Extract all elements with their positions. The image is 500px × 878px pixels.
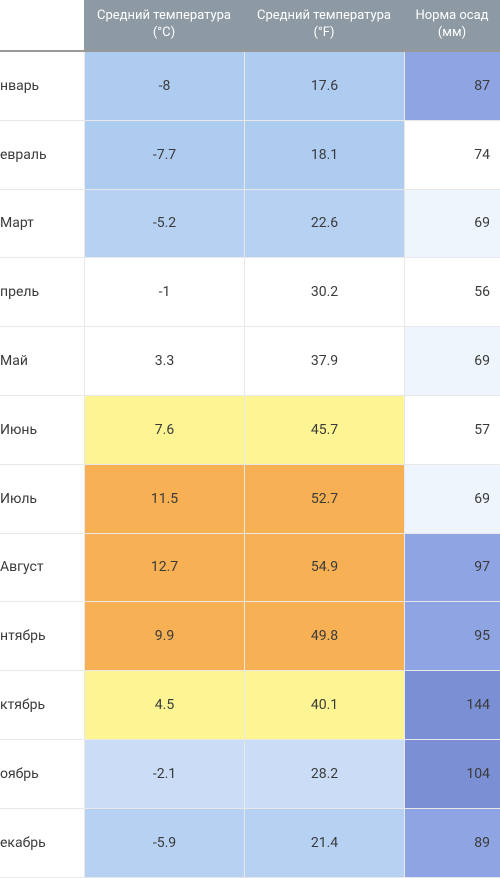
month-cell: Июль (0, 465, 84, 534)
month-cell: нтябрь (0, 602, 84, 671)
temp-c-cell: -2.1 (84, 740, 244, 809)
table-row: Март-5.222.669 (0, 190, 500, 259)
temp-f-cell: 18.1 (244, 121, 404, 190)
precip-cell: 97 (404, 534, 500, 603)
temp-c-cell: 7.6 (84, 396, 244, 465)
month-cell: оябрь (0, 740, 84, 809)
temp-c-cell: -5.2 (84, 190, 244, 259)
month-cell: евраль (0, 121, 84, 190)
table-row: екабрь-5.921.489 (0, 809, 500, 878)
temp-c-cell: -1 (84, 258, 244, 327)
temp-c-cell: 3.3 (84, 327, 244, 396)
month-cell: Май (0, 327, 84, 396)
precip-cell: 69 (404, 327, 500, 396)
temp-f-cell: 52.7 (244, 465, 404, 534)
precip-cell: 74 (404, 121, 500, 190)
precip-cell: 95 (404, 602, 500, 671)
header-precip: Норма осад (мм) (404, 0, 500, 52)
temp-c-cell: 4.5 (84, 671, 244, 740)
temp-f-cell: 22.6 (244, 190, 404, 259)
table-row: ктябрь4.540.1144 (0, 671, 500, 740)
precip-cell: 57 (404, 396, 500, 465)
precip-cell: 89 (404, 809, 500, 878)
temp-c-cell: -8 (84, 52, 244, 121)
table-body: нварь-817.687евраль-7.718.174Март-5.222.… (0, 52, 500, 878)
precip-cell: 69 (404, 190, 500, 259)
temp-c-cell: 11.5 (84, 465, 244, 534)
temp-f-cell: 30.2 (244, 258, 404, 327)
header-temp-f: Средний температура (°F) (244, 0, 404, 52)
precip-cell: 69 (404, 465, 500, 534)
table-header-row: Средний температура (°C) Средний темпера… (0, 0, 500, 52)
header-month (0, 0, 84, 52)
precip-cell: 87 (404, 52, 500, 121)
temp-f-cell: 21.4 (244, 809, 404, 878)
month-cell: Июнь (0, 396, 84, 465)
month-cell: нварь (0, 52, 84, 121)
table-row: евраль-7.718.174 (0, 121, 500, 190)
table-row: оябрь-2.128.2104 (0, 740, 500, 809)
precip-cell: 104 (404, 740, 500, 809)
table-row: Август12.754.997 (0, 534, 500, 603)
month-cell: екабрь (0, 809, 84, 878)
temp-f-cell: 17.6 (244, 52, 404, 121)
month-cell: ктябрь (0, 671, 84, 740)
temp-f-cell: 49.8 (244, 602, 404, 671)
table-row: Май3.337.969 (0, 327, 500, 396)
precip-cell: 56 (404, 258, 500, 327)
temp-c-cell: -7.7 (84, 121, 244, 190)
month-cell: Март (0, 190, 84, 259)
table-row: нтябрь9.949.895 (0, 602, 500, 671)
month-cell: прель (0, 258, 84, 327)
temp-c-cell: -5.9 (84, 809, 244, 878)
precip-cell: 144 (404, 671, 500, 740)
temp-f-cell: 28.2 (244, 740, 404, 809)
temp-f-cell: 54.9 (244, 534, 404, 603)
month-cell: Август (0, 534, 84, 603)
climate-table: Средний температура (°C) Средний темпера… (0, 0, 500, 878)
temp-c-cell: 9.9 (84, 602, 244, 671)
table-row: нварь-817.687 (0, 52, 500, 121)
header-temp-c: Средний температура (°C) (84, 0, 244, 52)
temp-c-cell: 12.7 (84, 534, 244, 603)
temp-f-cell: 45.7 (244, 396, 404, 465)
temp-f-cell: 37.9 (244, 327, 404, 396)
table-row: прель-130.256 (0, 258, 500, 327)
temp-f-cell: 40.1 (244, 671, 404, 740)
table-row: Июль11.552.769 (0, 465, 500, 534)
table-row: Июнь7.645.757 (0, 396, 500, 465)
